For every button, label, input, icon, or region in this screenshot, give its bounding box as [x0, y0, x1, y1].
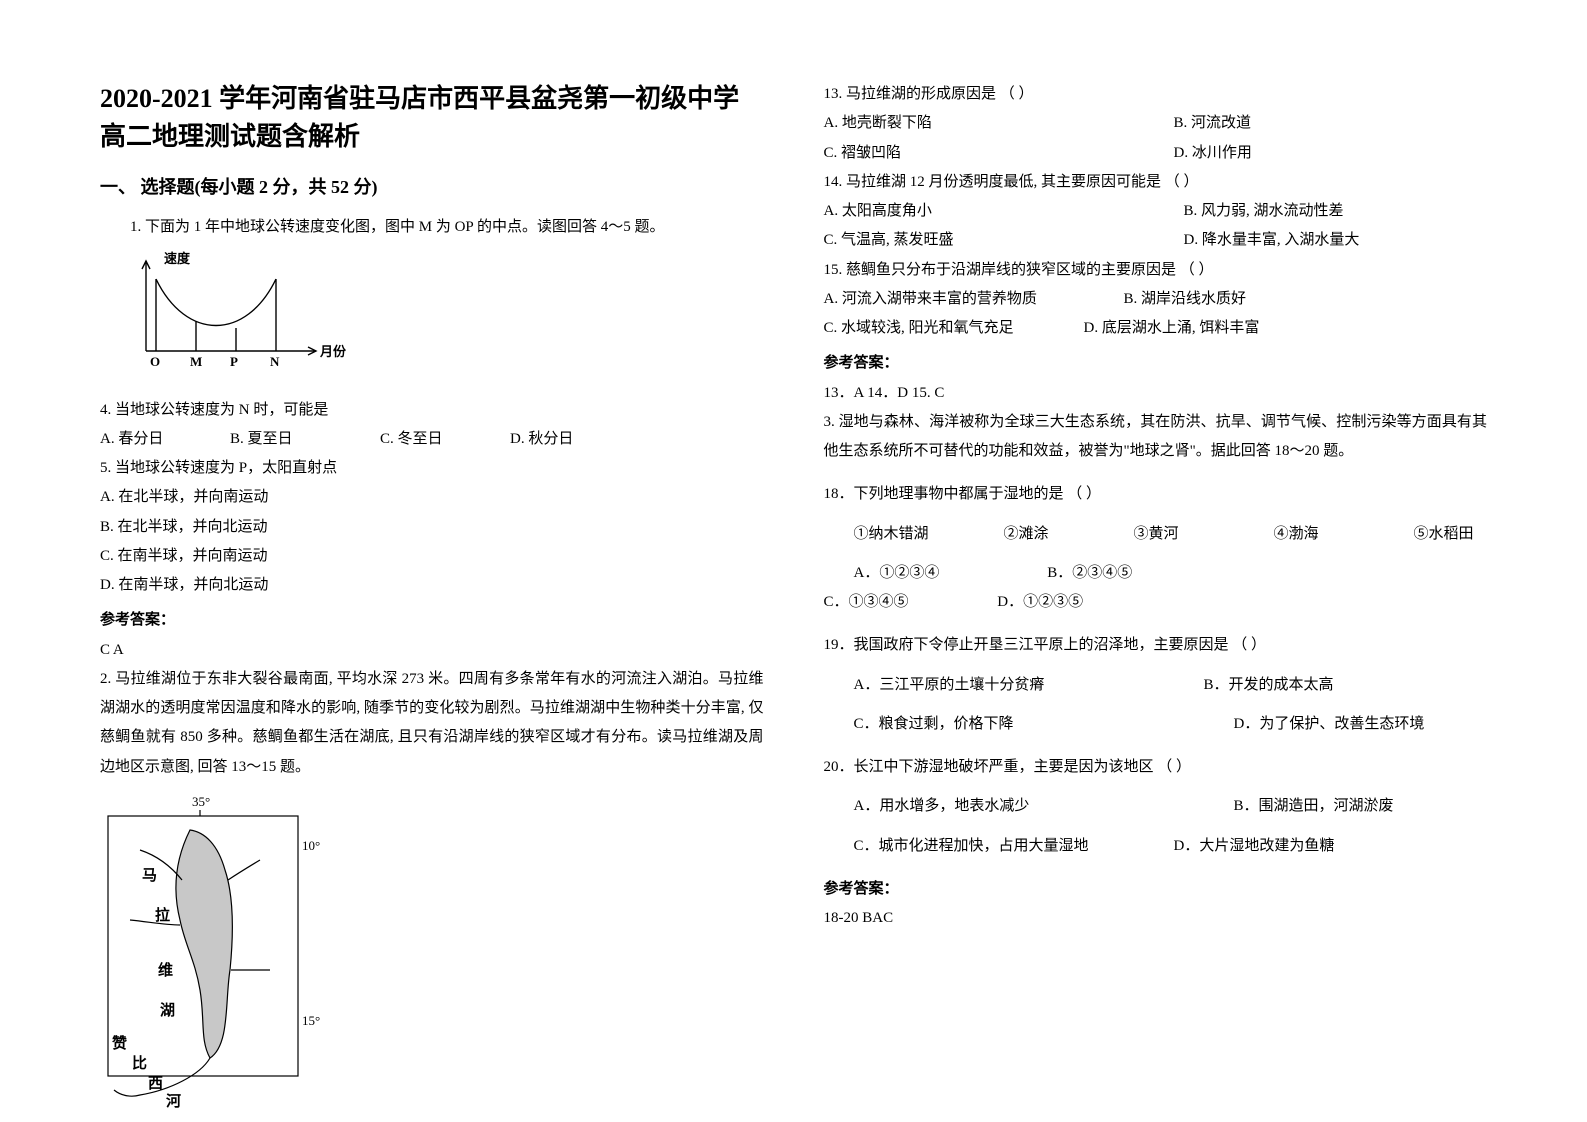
q14-opt-a: A. 太阳高度角小: [824, 197, 1184, 226]
q3-paragraph: 3. 湿地与森林、海洋被称为全球三大生态系统，其在防洪、抗旱、调节气候、控制污染…: [824, 408, 1488, 467]
q13-opt-d: D. 冰川作用: [1174, 139, 1252, 168]
q5-opt-d: D. 在南半球，并向北运动: [100, 571, 764, 600]
map-label-ma: 马: [142, 867, 157, 884]
answer-1-body: C A: [100, 636, 764, 665]
q18-options: A．①②③④ B．②③④⑤ C．①③④⑤ D．①②③⑤: [824, 559, 1488, 618]
q20-opt-a: A．用水增多，地表水减少: [854, 792, 1234, 821]
map-label-wei: 维: [158, 961, 173, 979]
q15-opt-c: C. 水域较浅, 阳光和氧气充足: [824, 314, 1084, 343]
q20-stem: 20．长江中下游湿地破坏严重，主要是因为该地区 （ ）: [824, 753, 1488, 782]
q14-opt-d: D. 降水量丰富, 入湖水量大: [1184, 226, 1360, 255]
q13-row2: C. 褶皱凹陷 D. 冰川作用: [824, 139, 1488, 168]
section-1-heading: 一、 选择题(每小题 2 分，共 52 分): [100, 173, 764, 199]
page: 2020-2021 学年河南省驻马店市西平县盆尧第一初级中学高二地理测试题含解析…: [100, 80, 1487, 1082]
q20-opt-c: C．城市化进程加快，占用大量湿地: [854, 832, 1174, 861]
q1-intro: 1. 下面为 1 年中地球公转速度变化图，图中 M 为 OP 的中点。读图回答 …: [100, 213, 764, 242]
q18-item-5: ⑤水稻田: [1414, 520, 1474, 549]
answer-3-heading: 参考答案：: [824, 875, 1488, 904]
q13-opt-c: C. 褶皱凹陷: [824, 139, 1174, 168]
river-3: [228, 860, 260, 880]
q19-opt-b: B．开发的成本太高: [1204, 671, 1334, 700]
q4-opt-c: C. 冬至日: [380, 425, 510, 454]
left-column: 2020-2021 学年河南省驻马店市西平县盆尧第一初级中学高二地理测试题含解析…: [100, 80, 764, 1082]
q4-opt-a: A. 春分日: [100, 425, 230, 454]
x-tick-n: N: [270, 354, 280, 369]
q18-opt-c: C．①③④⑤: [824, 588, 994, 617]
map-label-la: 拉: [155, 906, 170, 924]
q15-row1: A. 河流入湖带来丰富的营养物质 B. 湖岸沿线水质好: [824, 285, 1488, 314]
q15-opt-a: A. 河流入湖带来丰富的营养物质: [824, 285, 1124, 314]
q4-stem: 4. 当地球公转速度为 N 时，可能是: [100, 396, 764, 425]
x-tick-o: O: [150, 354, 160, 369]
q14-opt-b: B. 风力弱, 湖水流动性差: [1184, 197, 1344, 226]
q4-options: A. 春分日 B. 夏至日 C. 冬至日 D. 秋分日: [100, 425, 764, 454]
page-title: 2020-2021 学年河南省驻马店市西平县盆尧第一初级中学高二地理测试题含解析: [100, 80, 764, 155]
q18-items: ①纳木错湖 ②滩涂 ③黄河 ④渤海 ⑤水稻田: [824, 520, 1488, 549]
q5-opt-b: B. 在北半球，并向北运动: [100, 513, 764, 542]
q15-opt-d: D. 底层湖水上涌, 饵料丰富: [1084, 314, 1260, 343]
lat-top-label: 10°: [302, 838, 320, 853]
q15-row2: C. 水域较浅, 阳光和氧气充足 D. 底层湖水上涌, 饵料丰富: [824, 314, 1488, 343]
x-tick-m: M: [190, 354, 202, 369]
q19-opt-a: A．三江平原的土壤十分贫瘠: [854, 671, 1204, 700]
x-tick-p: P: [230, 354, 238, 369]
lake-shape: [176, 830, 233, 1058]
q15-stem: 15. 慈鲷鱼只分布于沿湖岸线的狭窄区域的主要原因是 （ ）: [824, 256, 1488, 285]
q18-opt-d: D．①②③⑤: [997, 594, 1083, 610]
lat-bottom-label: 15°: [302, 1013, 320, 1028]
x-axis-label: 月份: [319, 344, 346, 359]
answer-2-body: 13．A 14．D 15. C: [824, 379, 1488, 408]
q18-item-1: ①纳木错湖: [854, 520, 1004, 549]
y-axis-label: 速度: [164, 251, 191, 266]
q4-opt-d: D. 秋分日: [510, 425, 573, 454]
map-label-xi: 西: [148, 1075, 163, 1092]
answer-3-body: 18-20 BAC: [824, 904, 1488, 933]
answer-1-heading: 参考答案：: [100, 606, 764, 635]
q5-opt-c: C. 在南半球，并向南运动: [100, 542, 764, 571]
q13-opt-b: B. 河流改道: [1174, 109, 1252, 138]
q15-opt-b: B. 湖岸沿线水质好: [1124, 285, 1247, 314]
q18-item-2: ②滩涂: [1004, 520, 1134, 549]
speed-curve: [156, 279, 276, 326]
q14-opt-c: C. 气温高, 蒸发旺盛: [824, 226, 1184, 255]
lon-top-label: 35°: [192, 794, 210, 809]
q2-paragraph: 2. 马拉维湖位于东非大裂谷最南面, 平均水深 273 米。四周有多条常年有水的…: [100, 665, 764, 782]
q20-row1: A．用水增多，地表水减少 B．围湖造田，河湖淤废: [824, 792, 1488, 821]
speed-month-diagram: 速度 O M P N 月份: [126, 251, 346, 381]
q18-item-3: ③黄河: [1134, 520, 1274, 549]
q18-opt-a: A．①②③④: [824, 559, 1044, 588]
q19-opt-c: C．粮食过剩，价格下降: [854, 710, 1234, 739]
right-column: 13. 马拉维湖的形成原因是 （ ） A. 地壳断裂下陷 B. 河流改道 C. …: [824, 80, 1488, 1082]
q14-row2: C. 气温高, 蒸发旺盛 D. 降水量丰富, 入湖水量大: [824, 226, 1488, 255]
map-label-bi: 比: [132, 1054, 147, 1072]
q13-opt-a: A. 地壳断裂下陷: [824, 109, 1174, 138]
q18-opt-b: B．②③④⑤: [1047, 559, 1347, 588]
malawi-map: 35° 10° 15° 马 拉 维 湖 赞 比 西 河: [100, 790, 320, 1110]
answer-2-heading: 参考答案：: [824, 349, 1488, 378]
q13-stem: 13. 马拉维湖的形成原因是 （ ）: [824, 80, 1488, 109]
q19-row1: A．三江平原的土壤十分贫瘠 B．开发的成本太高: [824, 671, 1488, 700]
q20-row2: C．城市化进程加快，占用大量湿地 D．大片湿地改建为鱼糖: [824, 832, 1488, 861]
q20-opt-b: B．围湖造田，河湖淤废: [1234, 792, 1394, 821]
q19-opt-d: D．为了保护、改善生态环境: [1234, 710, 1425, 739]
q4-opt-b: B. 夏至日: [230, 425, 380, 454]
q13-row1: A. 地壳断裂下陷 B. 河流改道: [824, 109, 1488, 138]
q18-stem: 18．下列地理事物中都属于湿地的是 （ ）: [824, 480, 1488, 509]
q20-opt-d: D．大片湿地改建为鱼糖: [1174, 832, 1335, 861]
q5-opt-a: A. 在北半球，并向南运动: [100, 483, 764, 512]
q18-item-4: ④渤海: [1274, 520, 1414, 549]
q19-row2: C．粮食过剩，价格下降 D．为了保护、改善生态环境: [824, 710, 1488, 739]
q19-stem: 19．我国政府下令停止开垦三江平原上的沼泽地，主要原因是 （ ）: [824, 631, 1488, 660]
q14-row1: A. 太阳高度角小 B. 风力弱, 湖水流动性差: [824, 197, 1488, 226]
q14-stem: 14. 马拉维湖 12 月份透明度最低, 其主要原因可能是 （ ）: [824, 168, 1488, 197]
map-label-zan: 赞: [111, 1034, 127, 1052]
map-label-he: 河: [166, 1092, 181, 1110]
map-label-hu: 湖: [160, 1002, 175, 1019]
q5-stem: 5. 当地球公转速度为 P，太阳直射点: [100, 454, 764, 483]
